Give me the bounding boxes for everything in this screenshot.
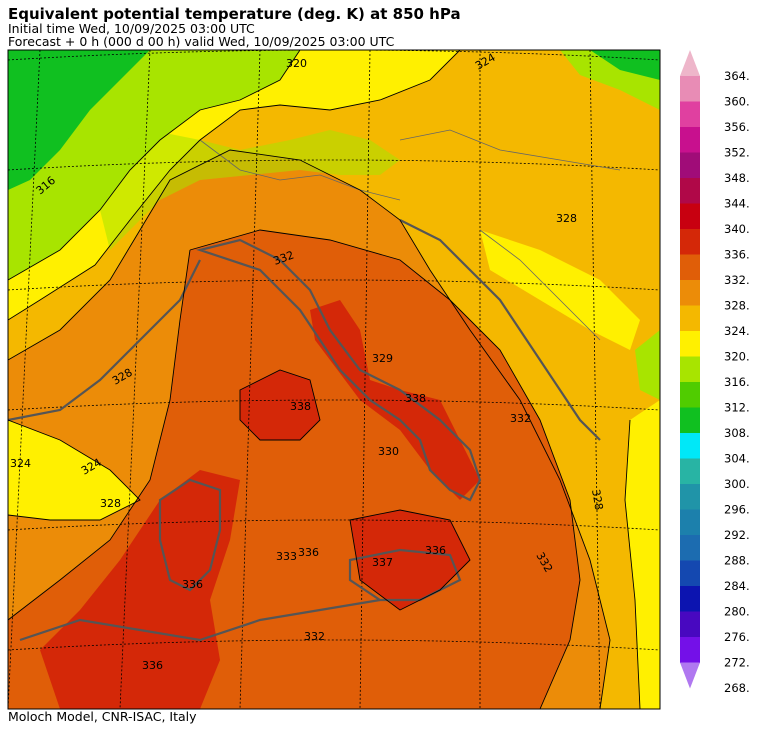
colorbar-tick-label: 288. (724, 554, 750, 568)
map-frame (7, 49, 661, 710)
colorbar-tick-label: 360. (724, 95, 750, 109)
band-316-320-e (635, 330, 660, 400)
colorbar-tick-label: 292. (724, 528, 750, 542)
colorbar-swatch (680, 229, 700, 255)
band-324-328 (8, 50, 660, 709)
colorbar-swatch (680, 484, 700, 510)
colorbar-tick-label: 340. (724, 222, 750, 236)
map-title: Equivalent potential temperature (deg. K… (8, 5, 461, 23)
colorbar-swatch (680, 382, 700, 408)
band-320-324-east (625, 400, 660, 709)
colorbar-tick-label: 300. (724, 477, 750, 491)
band-312-316 (8, 50, 150, 190)
contour-label: 320 (286, 57, 307, 70)
colorbar-swatch (680, 560, 700, 587)
colorbar-swatch (680, 637, 700, 663)
colorbar-swatch (680, 76, 700, 102)
band-336-340-sardinia-south (40, 470, 240, 709)
colorbar-tick-label: 348. (724, 171, 750, 185)
band-320-324-west (8, 420, 140, 520)
colorbar-swatch (680, 152, 700, 179)
contour-label: 338 (405, 392, 426, 405)
contour-label: 330 (378, 445, 399, 458)
colorbar-swatch (680, 101, 700, 128)
contour-label: 324 (10, 457, 31, 470)
colorbar-tick-label: 272. (724, 656, 750, 670)
colorbar-tick-label: 356. (724, 120, 750, 134)
band-336-340-italy (310, 300, 480, 500)
colorbar-swatch (680, 331, 700, 357)
colorbar-tick-label: 268. (724, 681, 750, 695)
colorbar-swatch (680, 509, 700, 536)
contour-labels: 320 324 316 328 332 336 338 329 330 333 … (10, 51, 605, 672)
colorbar: 364. 360. 356. 352. 348. 344. 340. 336. 332. 328.… (680, 50, 750, 695)
band-336-340-sicily (350, 510, 470, 610)
contour-label: 328 (100, 497, 121, 510)
colorbar-tick-label: 316. (724, 375, 750, 389)
colorbar-swatch (680, 407, 700, 434)
colorbar-tick-label: 276. (724, 630, 750, 644)
colorbar-swatch (680, 305, 700, 332)
colorbar-tick-label: 304. (724, 452, 750, 466)
colorbar-swatch (680, 178, 700, 204)
colorbar-swatch (680, 280, 700, 306)
contour-label: 336 (425, 544, 446, 557)
forecast-label: Forecast + 0 h (000 d 00 h) valid Wed, 1… (8, 34, 395, 49)
colorbar-swatch (680, 254, 700, 281)
colorbar-tick-label: 324. (724, 324, 750, 338)
contour-label: 328 (556, 212, 577, 225)
colorbar-tick-label: 332. (724, 273, 750, 287)
colorbar-swatch (680, 611, 700, 638)
colorbar-swatch (680, 586, 700, 612)
colorbar-tick-label: 280. (724, 605, 750, 619)
colorbar-swatch (680, 433, 700, 459)
contour-label: 329 (372, 352, 393, 365)
colorbar-tick-label: 320. (724, 350, 750, 364)
colorbar-tick-label: 328. (724, 299, 750, 313)
contour-label: 338 (290, 400, 311, 413)
colorbar-swatch (680, 535, 700, 561)
contour-label: 336 (182, 578, 203, 591)
colorbar-tick-label: 284. (724, 579, 750, 593)
colorbar-tick-label: 344. (724, 197, 750, 211)
initial-time-label: Initial time Wed, 10/09/2025 03:00 UTC (8, 21, 255, 36)
contour-label: 328 (589, 488, 605, 511)
borders (199, 129, 621, 341)
colorbar-bottom-arrow (680, 662, 700, 689)
contour-label: 333 (276, 550, 297, 563)
colorbar-tick-label: 312. (724, 401, 750, 415)
colorbar-tick-label: 308. (724, 426, 750, 440)
contour-label: 336 (142, 659, 163, 672)
contour-label: 332 (304, 630, 325, 643)
model-credit: Moloch Model, CNR-ISAC, Italy (8, 709, 197, 724)
contour-lines (8, 50, 641, 709)
colorbar-swatch (680, 203, 700, 230)
colorbar-tick-label: 364. (724, 69, 750, 83)
theta-e-field (8, 50, 660, 709)
colorbar-swatch (680, 356, 700, 383)
band-312-316-ne (590, 50, 660, 80)
contour-label: 336 (298, 546, 319, 559)
band-336-340-tyrrhenian (240, 370, 320, 440)
contour-label: 337 (372, 556, 393, 569)
colorbar-tick-label: 296. (724, 503, 750, 517)
colorbar-swatch (680, 127, 700, 153)
contour-label: 332 (510, 412, 531, 425)
colorbar-top-arrow (680, 50, 700, 76)
colorbar-tick-label: 336. (724, 248, 750, 262)
colorbar-swatch (680, 458, 700, 485)
colorbar-tick-label: 352. (724, 146, 750, 160)
